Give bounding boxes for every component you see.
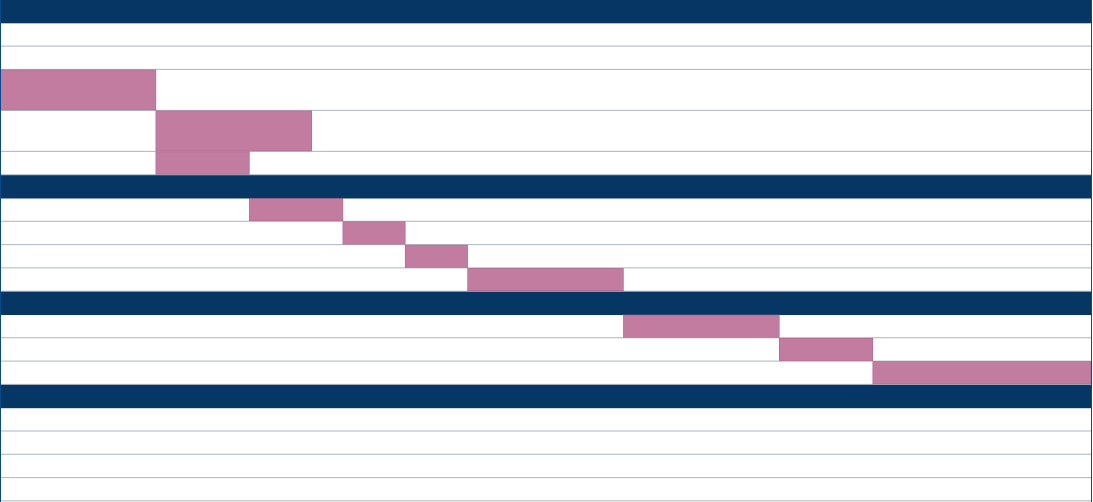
task-bar-2: [155, 110, 313, 152]
task-bar-5: [342, 221, 406, 245]
task-bar-7: [467, 268, 624, 291]
task-bar-4: [249, 198, 344, 222]
task-bar-10: [872, 361, 1092, 385]
task-bar-1: [0, 69, 157, 111]
task-bar-6: [404, 244, 468, 268]
task-bar-8: [623, 314, 780, 338]
task-bar-9: [778, 337, 874, 361]
phase-header-band-4: [0, 384, 1091, 409]
phase-header-band-3: [0, 291, 1091, 315]
phase-header-band-2: [0, 175, 1091, 199]
task-bar-3: [155, 151, 250, 175]
gantt-bars: [0, 69, 1092, 385]
phase-header-band-1: [0, 0, 1091, 24]
